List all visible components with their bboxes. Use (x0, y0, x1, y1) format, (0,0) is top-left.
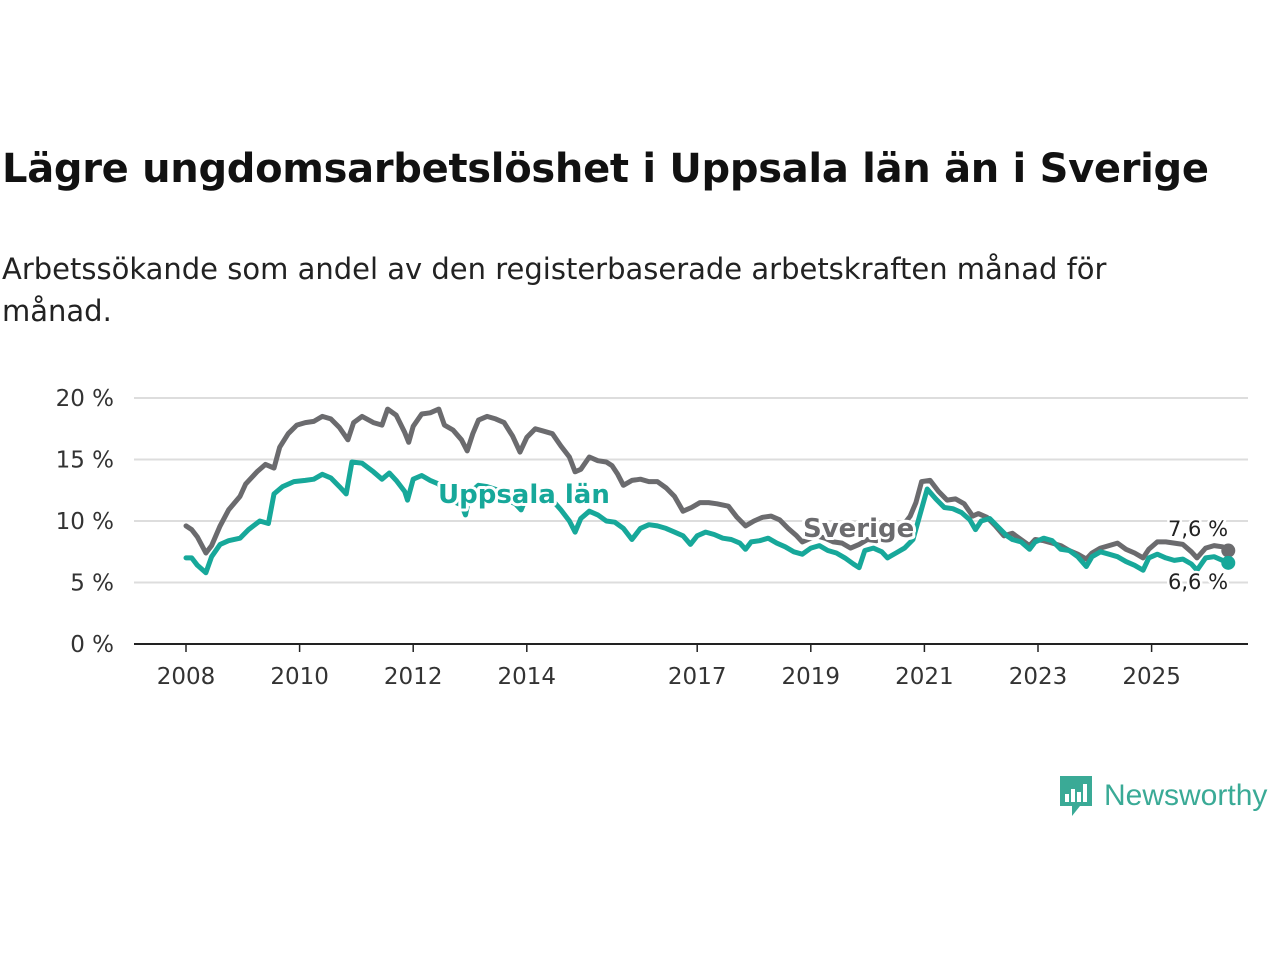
x-tick-label: 2010 (270, 664, 329, 690)
y-tick-label: 10 % (56, 509, 114, 535)
end-label-sverige: 7,6 % (1168, 517, 1228, 541)
x-tick-label: 2023 (1009, 664, 1068, 690)
x-tick-label: 2014 (498, 664, 557, 690)
series-label-uppsala: Uppsala län (438, 480, 610, 510)
x-tick-label: 2017 (668, 664, 727, 690)
y-tick-label: 5 % (70, 571, 114, 597)
gridlines (134, 397, 1248, 584)
y-axis-tick-labels: 0 % 5 % 10 % 15 % 20 % (56, 386, 114, 658)
brand-name: Newsworthy (1104, 779, 1268, 812)
series-line-sverige (183, 406, 1231, 562)
end-label-uppsala: 6,6 % (1168, 570, 1228, 594)
end-marker-sverige (1221, 543, 1236, 558)
x-tick-label: 2019 (782, 664, 841, 690)
y-tick-label: 15 % (56, 448, 114, 474)
series-line-uppsala (183, 459, 1231, 576)
series-lines (183, 406, 1231, 576)
y-tick-label: 20 % (56, 386, 114, 412)
chart-title: Lägre ungdomsarbetslöshet i Uppsala län … (2, 146, 1209, 192)
series-labels: Uppsala län Sverige (435, 477, 917, 547)
x-tick-label: 2021 (895, 664, 954, 690)
x-tick-label: 2025 (1122, 664, 1181, 690)
chart-subtitle: Arbetssökande som andel av den registerb… (2, 252, 1107, 328)
newsworthy-logo: Newsworthy (1058, 774, 1267, 818)
newsworthy-chart-icon (1060, 776, 1092, 816)
x-tick-label: 2008 (157, 664, 216, 690)
y-tick-label: 0 % (70, 632, 114, 658)
x-tick-label: 2012 (384, 664, 443, 690)
series-label-sverige: Sverige (803, 514, 914, 544)
end-marker-uppsala (1221, 555, 1236, 570)
end-markers: 7,6 % 6,6 % (1166, 515, 1236, 597)
line-chart: 0 %5 %10 %15 %20 % 2008 2010 2012 2014 2017 2… (56, 386, 1248, 690)
x-axis: 2008 2010 2012 2014 2017 2019 2021 2023 2025 (134, 643, 1248, 690)
